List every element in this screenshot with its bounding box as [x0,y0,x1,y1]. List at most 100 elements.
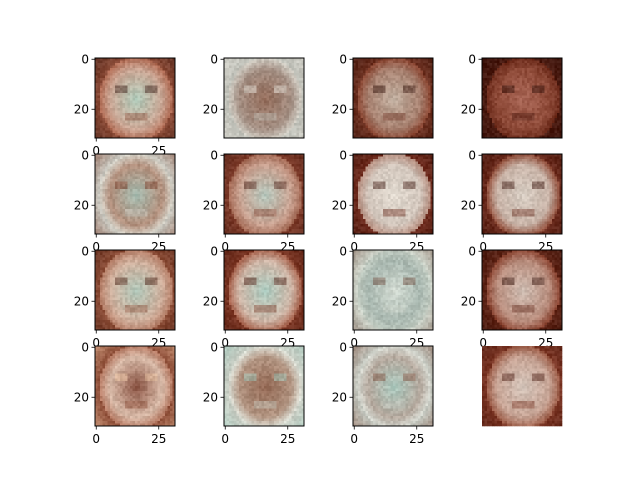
image-pixel [494,108,498,111]
image-pixel [284,93,287,96]
image-pixel [145,105,148,109]
image-pixel [301,123,305,126]
image-pixel [294,118,297,121]
image-pixel [135,206,138,210]
image-pixel [107,98,111,101]
image-pixel [492,65,495,69]
image-pixel [398,100,401,104]
image-pixel [286,68,290,71]
image-pixel [522,80,525,84]
image-pixel [524,85,528,89]
image-pixel [557,118,560,121]
image-pixel [301,78,305,81]
image-pixel [229,135,232,139]
image-pixel [224,75,227,79]
image-pixel [172,156,176,160]
image-pixel [542,130,545,134]
image-pixel [115,196,118,200]
image-pixel [97,159,101,162]
image-pixel [112,176,116,180]
image-pixel [279,80,282,84]
image-pixel [360,85,364,89]
image-pixel [130,90,133,94]
image-pixel [279,83,282,86]
image-pixel [125,100,128,104]
image-pixel [152,133,156,136]
image-pixel [167,125,171,129]
image-pixel [375,123,379,126]
image-pixel [160,201,163,205]
image-pixel [155,199,158,202]
image-pixel [368,58,371,61]
image-pixel [398,135,401,139]
image-pixel [428,95,431,99]
image-pixel [112,68,116,71]
image-pixel [492,115,495,119]
image-pixel [368,70,371,74]
image-pixel [418,73,421,76]
image-pixel [137,176,141,180]
image-pixel [170,108,173,111]
image-pixel [425,118,429,121]
image-pixel [395,113,399,116]
image-pixel [112,58,116,61]
image-pixel [236,128,240,131]
panel-image [95,58,176,139]
image-pixel [127,216,131,220]
image-pixel [509,80,513,84]
image-pixel [482,73,485,76]
image-pixel [157,206,161,210]
image-pixel [147,184,151,187]
image-pixel [547,58,550,61]
image-pixel [544,115,548,119]
image-pixel [95,214,98,217]
image-pixel [239,83,242,86]
image-pixel [117,161,121,165]
image-pixel [492,73,495,76]
image-pixel [400,60,404,64]
image-pixel [239,93,242,96]
image-pixel [165,166,168,170]
image-pixel [289,68,292,71]
image-pixel [152,216,156,220]
image-pixel [95,130,98,134]
image-pixel [517,85,520,89]
image-pixel [393,125,396,129]
image-pixel [378,123,381,126]
image-pixel [512,100,515,104]
image-pixel [120,184,123,187]
image-pixel [170,209,173,212]
image-pixel [224,100,227,104]
image-pixel [420,113,424,116]
image-pixel [239,80,242,84]
image-pixel [229,113,232,116]
image-pixel [370,98,374,101]
image-pixel [507,80,510,84]
image-pixel [519,58,523,61]
image-pixel [492,103,495,106]
image-pixel [110,133,113,136]
image-pixel [231,90,235,94]
image-pixel [365,128,369,131]
image-pixel [380,93,384,96]
image-pixel [142,174,146,177]
image-pixel [162,98,166,101]
image-pixel [504,98,508,101]
image-pixel [380,90,384,94]
image-pixel [301,135,305,139]
image-pixel [497,125,500,129]
image-pixel [286,85,290,89]
image-pixel [497,128,500,131]
image-pixel [236,108,240,111]
image-pixel [147,105,151,109]
image-pixel [415,115,419,119]
image-pixel [102,189,106,192]
image-pixel [509,58,513,61]
image-pixel [271,125,275,129]
image-pixel [385,70,389,74]
image-pixel [542,115,545,119]
image-pixel [383,78,386,81]
image-pixel [289,98,292,101]
image-pixel [135,120,138,124]
image-pixel [226,105,230,109]
